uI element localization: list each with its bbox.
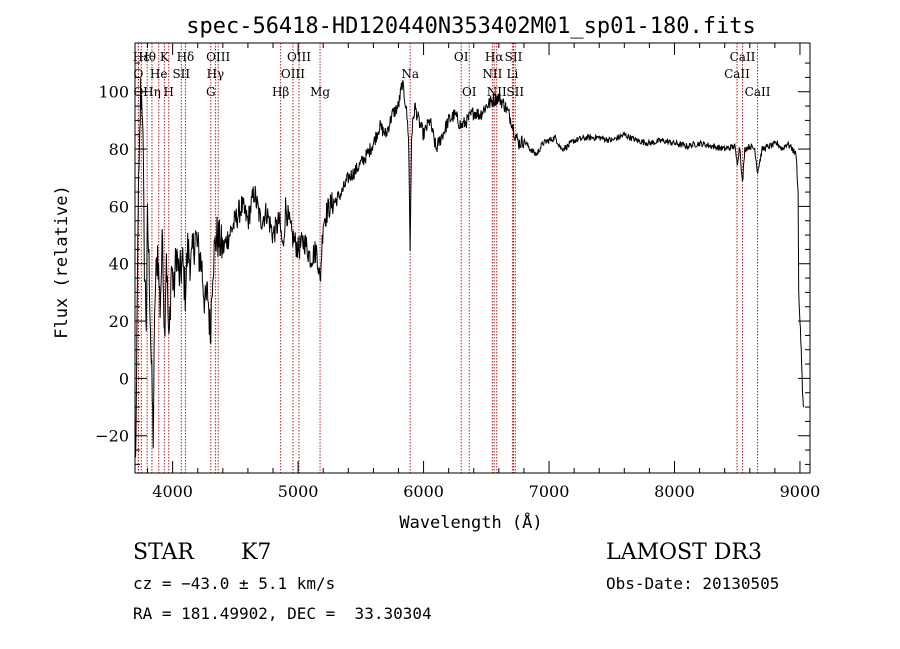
object-subclass: K7 — [241, 540, 272, 565]
x-tick-label: 4000 — [152, 482, 193, 501]
line-markers — [137, 43, 759, 473]
coordinates: RA = 181.49902, DEC = 33.30304 — [133, 604, 432, 623]
x-tick-label: 8000 — [654, 482, 695, 501]
line-label: Hε — [133, 50, 150, 64]
object-class: STAR — [133, 540, 194, 565]
line-label: OIII — [287, 50, 311, 64]
line-label: O — [133, 67, 143, 81]
x-axis-label: Wavelength (Å) — [399, 511, 542, 533]
y-tick-label: 60 — [109, 197, 129, 216]
x-tick-label: 5000 — [278, 482, 319, 501]
line-label: OI — [454, 50, 469, 64]
line-label: Na — [401, 67, 419, 81]
line-label: Hδ — [177, 50, 195, 64]
y-tick-label: 100 — [98, 83, 129, 102]
x-axis: 4000 5000 6000 7000 8000 9000 — [147, 43, 821, 501]
y-axis-label: Flux (relative) — [52, 185, 72, 339]
line-label: Hη — [143, 85, 161, 99]
line-label: G — [206, 85, 216, 99]
spectrum-line — [135, 78, 805, 458]
y-tick-label: 0 — [119, 369, 129, 388]
x-tick-label: 7000 — [529, 482, 570, 501]
line-label: Hα — [485, 50, 504, 64]
x-tick-label: 6000 — [403, 482, 444, 501]
line-label: H — [164, 85, 174, 99]
line-label: OI — [462, 85, 477, 99]
y-tick-label: −20 — [95, 427, 129, 446]
line-label: NII — [487, 85, 507, 99]
line-label: Li — [506, 67, 518, 81]
y-tick-label: 20 — [109, 312, 129, 331]
line-label: OIII — [206, 50, 230, 64]
line-label: Hγ — [207, 67, 225, 81]
line-label: SII — [172, 67, 190, 81]
plot-frame — [134, 42, 811, 474]
line-label: K — [160, 50, 170, 64]
line-label: SII — [506, 85, 524, 99]
line-label: CaII — [745, 85, 771, 99]
line-label: SII — [505, 50, 523, 64]
line-label: NII — [482, 67, 502, 81]
line-label: He — [150, 67, 168, 81]
y-axis: −20 0 20 40 60 80 100 — [95, 62, 810, 465]
chart-title: spec-56418-HD120440N353402M01_sp01-180.f… — [186, 14, 756, 39]
x-tick-label: 9000 — [780, 482, 821, 501]
survey-label: LAMOST DR3 — [606, 540, 762, 565]
line-label: Hβ — [272, 85, 289, 99]
y-tick-label: 80 — [109, 140, 129, 159]
line-label: Mg — [310, 85, 330, 99]
redshift-info: cz = −43.0 ± 5.1 km/s — [133, 574, 336, 593]
y-tick-label: 40 — [109, 255, 129, 274]
line-label: Hθ — [138, 50, 156, 64]
line-label: CaII — [724, 67, 750, 81]
line-label: OIII — [281, 67, 305, 81]
line-label: CaII — [730, 50, 756, 64]
obs-date: Obs-Date: 20130505 — [606, 574, 780, 593]
